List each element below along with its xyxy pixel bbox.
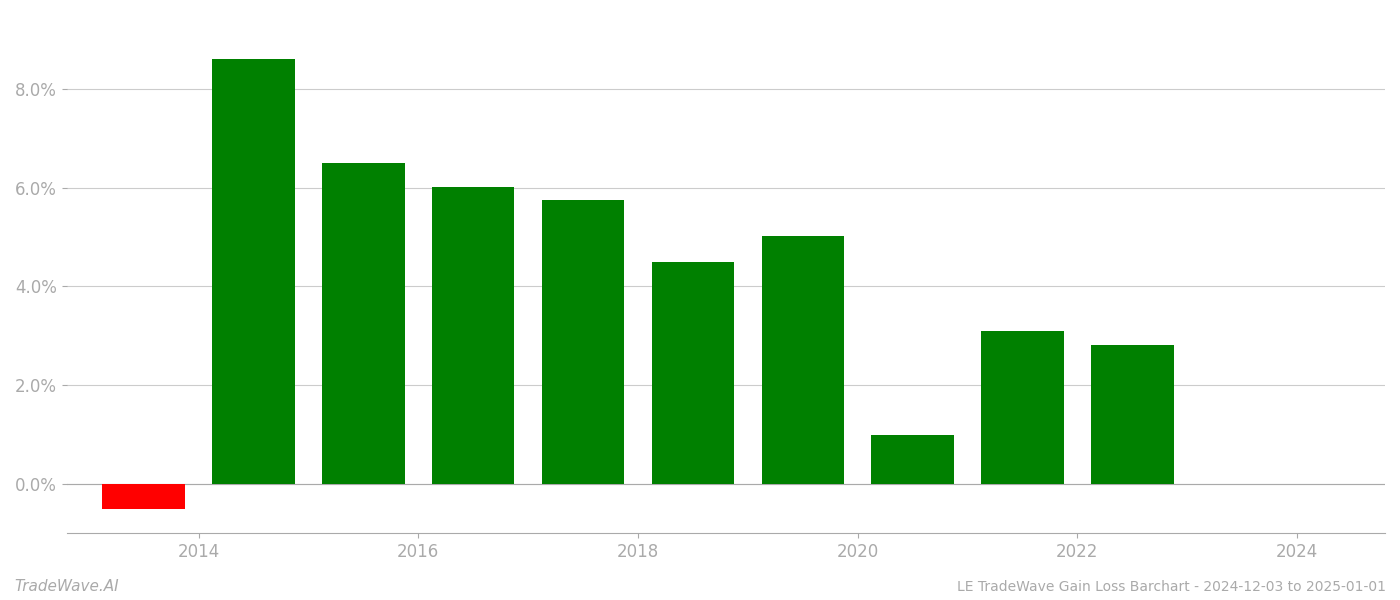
Bar	[433, 187, 514, 484]
Bar	[542, 200, 624, 484]
Bar	[213, 59, 294, 484]
Text: LE TradeWave Gain Loss Barchart - 2024-12-03 to 2025-01-01: LE TradeWave Gain Loss Barchart - 2024-1…	[958, 580, 1386, 594]
Bar	[322, 163, 405, 484]
Text: TradeWave.AI: TradeWave.AI	[14, 579, 119, 594]
Bar	[762, 236, 844, 484]
Bar	[871, 434, 953, 484]
Bar	[652, 262, 734, 484]
Bar	[102, 484, 185, 509]
Bar	[981, 331, 1064, 484]
Bar	[1091, 345, 1173, 484]
